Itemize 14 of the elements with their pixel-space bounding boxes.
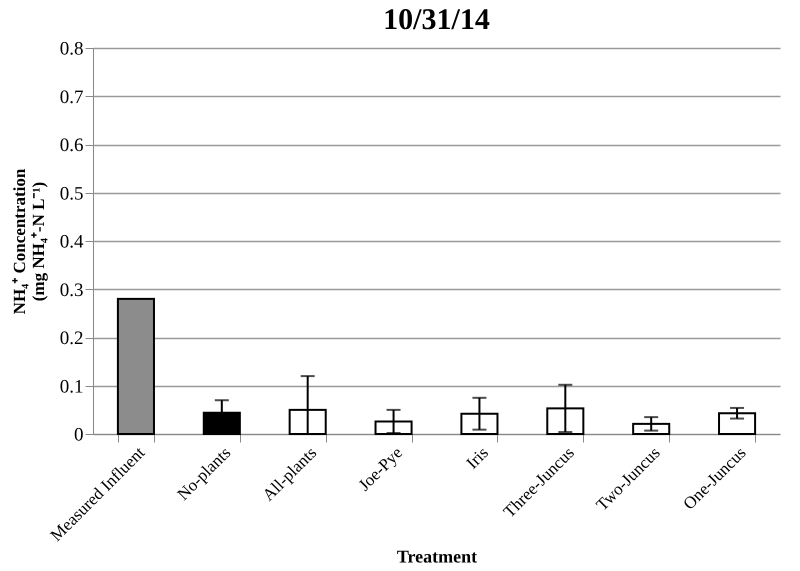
y-axis-title: NH₄⁺ Concentration (mg NH₄⁺-N L⁻¹) [10,168,48,314]
y-tick-label: 0.4 [60,232,84,252]
chart-title: 10/31/14 [383,3,490,36]
y-tick-label: 0.3 [60,280,84,301]
y-tick-label: 0.8 [60,38,84,60]
y-tick-label: 0 [74,424,84,446]
x-axis-title: Treatment [396,546,478,566]
y-tick-label: 0.5 [60,183,84,204]
bar [718,412,756,435]
y-tick-label: 0.6 [60,135,84,156]
y-tick-label: 0.7 [60,86,84,108]
y-tick-label: 0.2 [60,328,84,349]
x-tick-label: Iris [462,443,492,473]
y-tick-label: 0.1 [60,376,84,398]
